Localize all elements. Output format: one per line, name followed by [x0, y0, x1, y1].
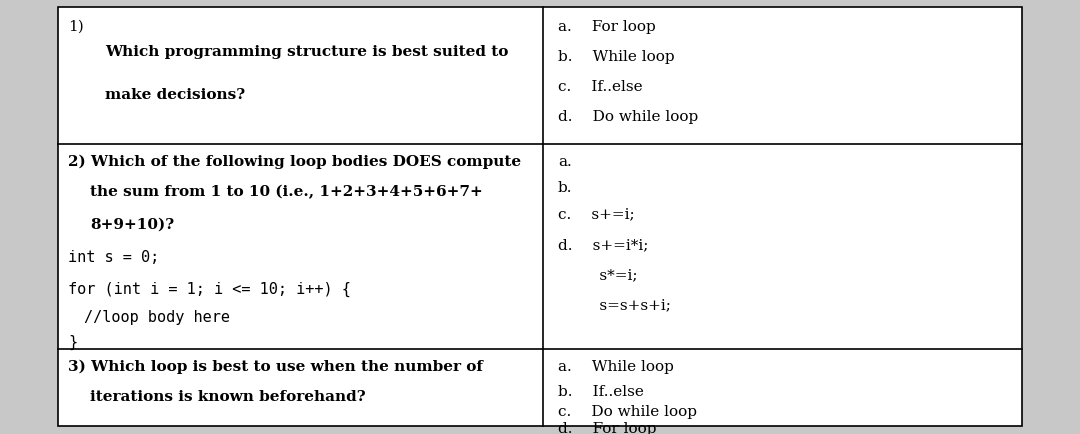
Text: //loop body here: //loop body here [84, 309, 230, 324]
Text: d.  For loop: d. For loop [558, 421, 657, 434]
Text: a.  While loop: a. While loop [558, 359, 674, 373]
Text: the sum from 1 to 10 (i.e., 1+2+3+4+5+6+7+: the sum from 1 to 10 (i.e., 1+2+3+4+5+6+… [90, 184, 483, 199]
Text: 2) Which of the following loop bodies DOES compute: 2) Which of the following loop bodies DO… [68, 155, 522, 169]
Text: iterations is known beforehand?: iterations is known beforehand? [90, 389, 366, 403]
Text: int s = 0;: int s = 0; [68, 250, 159, 264]
Text: d.  Do while loop: d. Do while loop [558, 110, 699, 124]
Text: Which programming structure is best suited to: Which programming structure is best suit… [105, 45, 509, 59]
Text: b.  While loop: b. While loop [558, 50, 675, 64]
Text: c.  If..else: c. If..else [558, 80, 643, 94]
Text: c.  s+=i;: c. s+=i; [558, 207, 635, 220]
Text: a.: a. [558, 155, 571, 169]
Text: 8+9+10)?: 8+9+10)? [90, 217, 174, 231]
Text: }: } [68, 334, 77, 349]
Text: c.  Do while loop: c. Do while loop [558, 404, 697, 418]
Text: make decisions?: make decisions? [105, 88, 245, 102]
Bar [58, 8, 1022, 426]
Text: b.: b. [558, 181, 572, 194]
Text: a.  For loop: a. For loop [558, 20, 656, 34]
Text: for (int i = 1; i <= 10; i++) {: for (int i = 1; i <= 10; i++) { [68, 281, 351, 296]
Text: 1): 1) [68, 20, 84, 34]
Text: s=s+s+i;: s=s+s+i; [575, 297, 671, 311]
Text: d.  s+=i*i;: d. s+=i*i; [558, 237, 648, 251]
Text: b.  If..else: b. If..else [558, 384, 644, 398]
Text: 3) Which loop is best to use when the number of: 3) Which loop is best to use when the nu… [68, 359, 483, 374]
Text: s*=i;: s*=i; [575, 267, 637, 281]
